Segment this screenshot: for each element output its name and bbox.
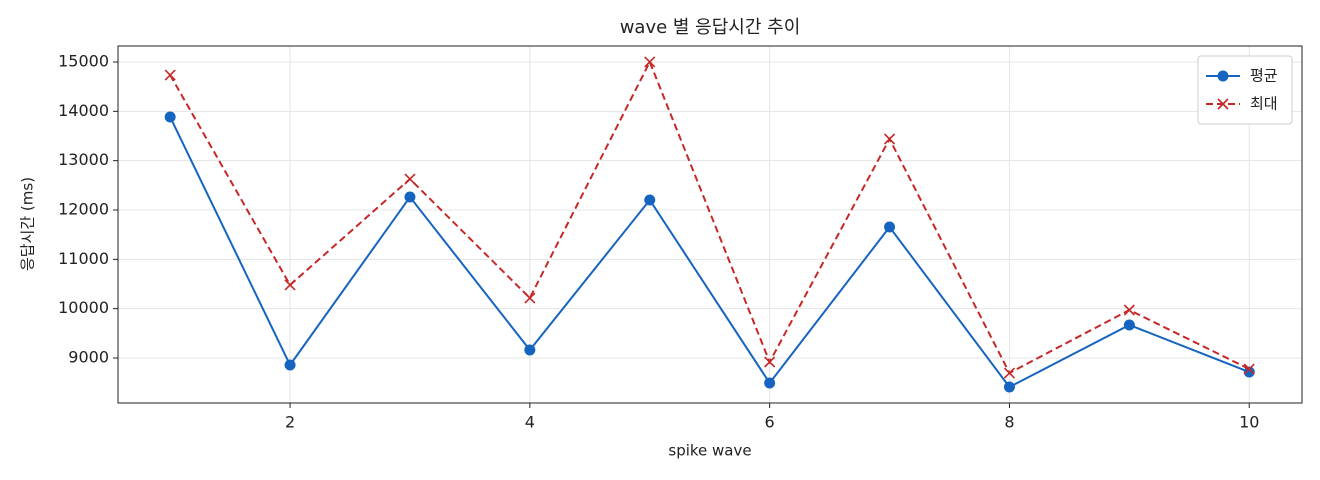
chart-title: wave 별 응답시간 추이 [620,17,801,38]
marker [284,359,296,371]
legend-label: 평균 [1250,67,1278,85]
y-tick-label: 10000 [58,298,109,317]
marker [1003,367,1016,379]
marker [1243,366,1255,378]
marker [883,133,896,145]
marker [404,173,416,185]
marker [404,191,416,203]
marker [1123,319,1135,331]
y-tick-label: 12000 [58,199,109,218]
x-tick-label: 4 [525,413,535,432]
plot-frame [117,45,1303,404]
x-tick-label: 6 [765,413,775,432]
x-tick-label: 8 [1004,413,1014,432]
y-tick-label: 15000 [58,51,109,70]
marker [884,221,896,233]
marker [164,69,176,81]
y-tick-label: 9000 [68,348,109,367]
legend-label: 최대 [1250,95,1278,113]
y-tick-label: 11000 [58,249,109,268]
marker [644,194,656,206]
y-tick-label: 13000 [58,150,109,169]
x-axis-label: spike wave [668,442,751,460]
marker [764,356,776,368]
marker [1123,304,1135,316]
series-line [169,59,1250,375]
y-tick-label: 14000 [58,101,109,120]
marker [1243,363,1255,375]
marker [164,111,176,123]
marker [644,56,656,68]
legend-box [1197,55,1293,125]
series-line [169,116,1250,389]
marker [1003,381,1015,393]
marker [524,344,536,356]
y-axis-label: 응답시간 (ms) [19,177,37,271]
marker [524,292,536,304]
marker [1217,98,1229,110]
x-tick-label: 2 [285,413,295,432]
marker [284,279,296,291]
marker [1217,70,1229,82]
x-tick-label: 10 [1239,413,1259,432]
marker [764,377,776,389]
